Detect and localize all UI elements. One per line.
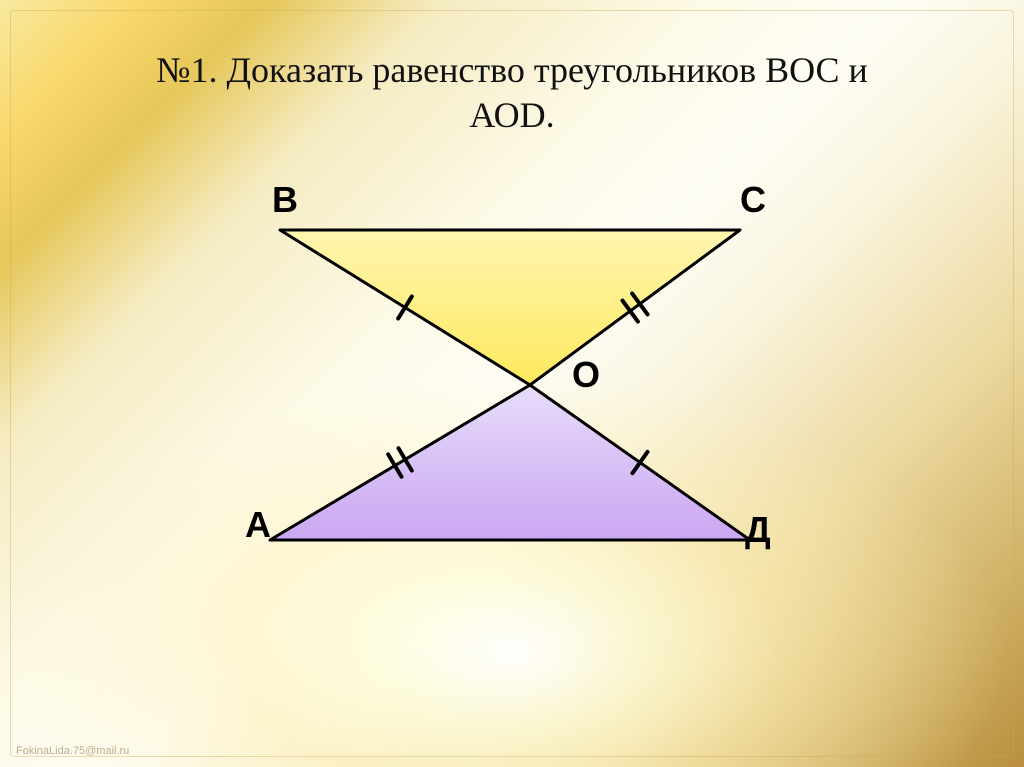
triangle-BOC (280, 230, 740, 385)
triangle-AOD (270, 385, 750, 540)
vertex-label-O: О (572, 354, 600, 396)
problem-title: №1. Доказать равенство треугольников ВОС… (0, 48, 1024, 138)
slide: №1. Доказать равенство треугольников ВОС… (0, 0, 1024, 767)
vertex-label-B: В (272, 179, 298, 221)
footer-credit: FokinaLida.75@mail.ru (16, 745, 129, 757)
diagram-svg (210, 190, 830, 650)
title-line-1: №1. Доказать равенство треугольников ВОС… (156, 50, 868, 90)
vertex-label-C: С (740, 179, 766, 221)
vertex-label-A: А (245, 504, 271, 546)
title-line-2: АОD. (469, 95, 554, 135)
geometry-diagram: ВСОАД (210, 190, 830, 650)
vertex-label-D: Д (745, 509, 771, 551)
